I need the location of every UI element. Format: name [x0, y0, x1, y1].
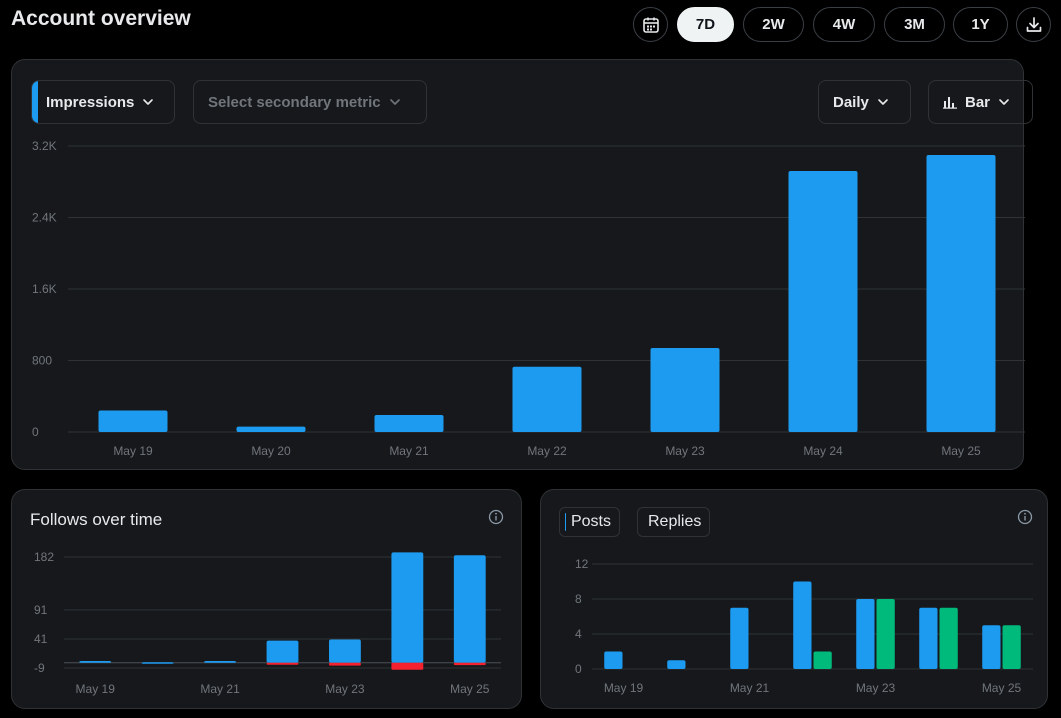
y-tick-label: 0 [575, 662, 582, 676]
y-tick-label: 41 [34, 632, 48, 646]
x-tick-label: May 25 [982, 681, 1022, 695]
x-tick-label: May 22 [527, 444, 567, 458]
secondary-metric-dropdown[interactable]: Select secondary metric [193, 80, 427, 124]
follows-bar[interactable] [266, 640, 299, 663]
follows-card: Follows over time -9 41 91 182 May 19 May 21 M… [11, 489, 522, 709]
calendar-icon [642, 17, 659, 33]
impressions-bar[interactable] [98, 410, 168, 432]
chevron-down-icon [143, 99, 154, 105]
page-title: Account overview [11, 7, 191, 30]
posts-bar[interactable] [730, 607, 749, 669]
follows-bar[interactable] [141, 662, 174, 664]
range-7d-button[interactable]: 7D [677, 7, 734, 42]
download-icon [1026, 16, 1041, 32]
posts-bar[interactable] [604, 651, 623, 670]
primary-metric-label: Impressions [46, 93, 135, 111]
follows-bar[interactable] [204, 661, 236, 663]
replies-bar[interactable] [876, 599, 895, 669]
replies-bar[interactable] [1002, 625, 1021, 669]
legend-posts-label: Posts [570, 513, 611, 530]
y-tick-label: -9 [34, 661, 45, 675]
y-tick-label: 2.4K [32, 211, 57, 225]
download-button[interactable] [1016, 7, 1051, 42]
posts-bar[interactable] [856, 599, 875, 669]
legend-posts[interactable]: Posts [559, 507, 620, 537]
replies-bar[interactable] [813, 651, 832, 670]
info-icon[interactable] [488, 509, 504, 525]
primary-metric-dropdown[interactable]: Impressions [31, 80, 175, 124]
x-tick-label: May 20 [251, 444, 291, 458]
unfollows-bar[interactable] [329, 662, 361, 666]
legend-replies[interactable]: Replies [637, 507, 710, 537]
x-tick-label: May 19 [604, 681, 644, 695]
posts-bar[interactable] [982, 625, 1001, 669]
posts-replies-card: Posts Replies 0 4 8 12 May 19 May 21 May 23 May… [540, 489, 1048, 709]
bar-chart-icon [943, 97, 957, 109]
range-2w-button[interactable]: 2W [743, 7, 804, 42]
primary-metric-accent [32, 81, 38, 123]
y-tick-label: 12 [575, 557, 589, 571]
info-icon[interactable] [1017, 509, 1033, 525]
follows-bar[interactable] [391, 552, 424, 663]
chart-style-dropdown[interactable]: Bar [928, 80, 1033, 124]
y-tick-label: 800 [32, 354, 52, 368]
follows-bar[interactable] [453, 555, 486, 663]
follows-title: Follows over time [30, 510, 163, 529]
x-tick-label: May 24 [803, 444, 843, 458]
follows-chart: -9 41 91 182 May 19 May 21 May 23 May 25 [34, 550, 501, 696]
replies-bar[interactable] [939, 607, 958, 669]
interval-label: Daily [833, 93, 869, 111]
posts-bar[interactable] [919, 607, 938, 669]
chevron-down-icon [878, 99, 888, 105]
x-tick-label: May 25 [450, 682, 490, 696]
impressions-chart: 0 800 1.6K 2.4K 3.2K May 19 May 20 May 21 May 22… [32, 139, 1025, 458]
calendar-button[interactable] [633, 7, 668, 42]
posts-bar[interactable] [793, 581, 812, 670]
y-tick-label: 4 [575, 627, 582, 641]
unfollows-bar[interactable] [266, 662, 299, 665]
impressions-bar[interactable] [512, 366, 582, 432]
chart-style-label: Bar [965, 93, 991, 111]
secondary-metric-placeholder: Select secondary metric [208, 93, 381, 111]
follows-bar[interactable] [329, 639, 361, 663]
range-1y-button[interactable]: 1Y [953, 7, 1008, 42]
x-tick-label: May 25 [941, 444, 981, 458]
posts-bar[interactable] [667, 660, 686, 669]
y-tick-label: 182 [34, 550, 54, 564]
x-tick-label: May 21 [389, 444, 429, 458]
impressions-bar[interactable] [374, 415, 444, 432]
legend-swatch-posts [565, 513, 566, 531]
follows-bar[interactable] [79, 661, 112, 663]
interval-dropdown[interactable]: Daily [818, 80, 911, 124]
chevron-down-icon [389, 99, 400, 105]
posts-replies-chart: 0 4 8 12 May 19 May 21 May 23 May 25 [575, 557, 1033, 695]
x-tick-label: May 23 [856, 681, 896, 695]
x-tick-label: May 19 [76, 682, 116, 696]
x-tick-label: May 19 [113, 444, 153, 458]
y-tick-label: 8 [575, 592, 582, 606]
x-tick-label: May 21 [730, 681, 770, 695]
chevron-down-icon [999, 99, 1009, 105]
range-4w-button[interactable]: 4W [813, 7, 875, 42]
legend-replies-label: Replies [648, 513, 702, 530]
impressions-bar[interactable] [650, 347, 720, 432]
impressions-bar[interactable] [926, 154, 996, 432]
y-tick-label: 91 [34, 603, 48, 617]
y-tick-label: 0 [32, 425, 39, 439]
unfollows-bar[interactable] [391, 662, 424, 670]
x-tick-label: May 21 [200, 682, 240, 696]
x-tick-label: May 23 [325, 682, 365, 696]
impressions-card: Impressions Select secondary metric Dail… [11, 59, 1033, 470]
y-tick-label: 1.6K [32, 282, 57, 296]
x-tick-label: May 23 [665, 444, 705, 458]
impressions-bar[interactable] [788, 171, 858, 432]
impressions-bar[interactable] [236, 426, 306, 432]
unfollows-bar[interactable] [453, 662, 486, 666]
range-3m-button[interactable]: 3M [884, 7, 945, 42]
y-tick-label: 3.2K [32, 139, 57, 153]
